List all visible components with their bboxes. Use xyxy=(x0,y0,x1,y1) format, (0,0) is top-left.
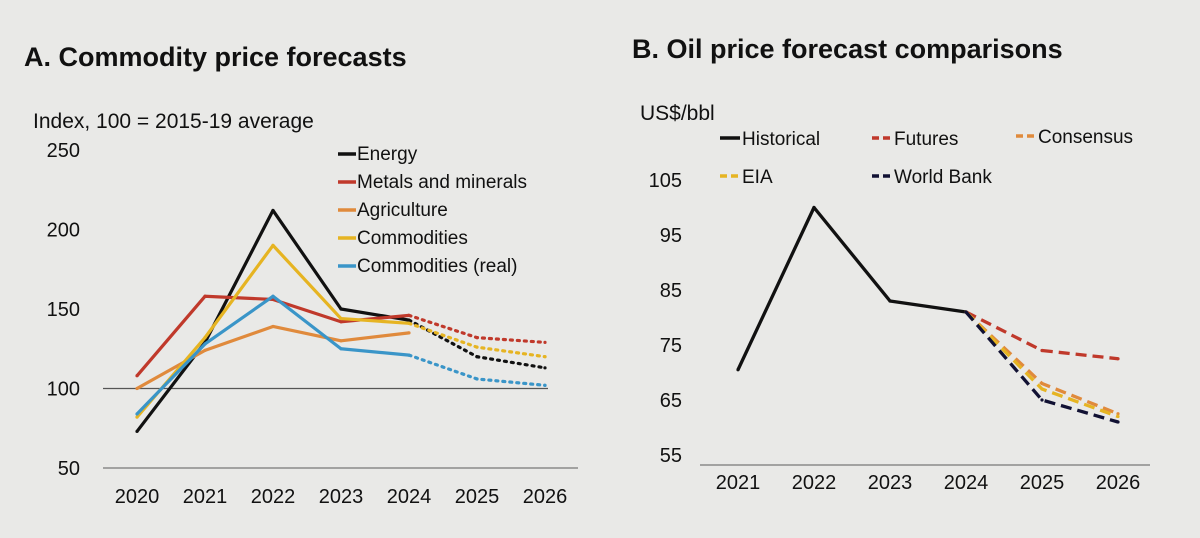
panel-b-x-tick-label: 2021 xyxy=(716,472,761,494)
panel-a: A. Commodity price forecasts Index, 100 … xyxy=(24,42,578,508)
panel-a-point-commodities xyxy=(407,321,411,325)
panel-a-y-axis-label: Index, 100 = 2015-19 average xyxy=(33,110,314,133)
panel-b-legend-label: World Bank xyxy=(894,167,992,188)
panel-b-y-tick-label: 55 xyxy=(660,445,682,467)
panel-b: B. Oil price forecast comparisons US$/bb… xyxy=(632,34,1150,494)
panel-a-point-commodities xyxy=(203,336,207,340)
panel-a-point-agriculture xyxy=(203,348,207,352)
panel-a-x-tick-label: 2022 xyxy=(251,486,296,508)
panel-a-legend-label: Metals and minerals xyxy=(357,172,527,193)
panel-a-point-agriculture xyxy=(407,331,411,335)
panel-a-point-commodities-real xyxy=(339,347,343,351)
panel-b-y-axis-label: US$/bbl xyxy=(640,102,715,125)
panel-a-point-metals-and-minerals xyxy=(475,336,479,340)
panel-b-x-tick-label: 2023 xyxy=(868,472,913,494)
panel-b-y-tick-label: 85 xyxy=(660,280,682,302)
panel-b-point-historical xyxy=(888,299,892,303)
panel-a-point-commodities xyxy=(135,415,139,419)
panel-b-point-eia xyxy=(1040,387,1044,391)
panel-a-point-energy xyxy=(339,307,343,311)
panel-b-legend-label: EIA xyxy=(742,167,773,188)
panel-b-point-consensus xyxy=(1040,381,1044,386)
panel-a-point-agriculture xyxy=(339,339,343,343)
panel-b-line-historical xyxy=(736,205,967,371)
panel-a-x-tick-label: 2025 xyxy=(455,486,500,508)
panel-b-point-historical xyxy=(736,368,740,372)
panel-a-point-metals-and-minerals xyxy=(543,340,547,344)
panel-a-point-commodities xyxy=(475,345,479,349)
panel-b-y-tick-label: 75 xyxy=(660,335,682,357)
panel-a-point-energy xyxy=(475,355,479,359)
panel-b-legend-label: Futures xyxy=(894,129,958,150)
panel-b-y-tick-label: 95 xyxy=(660,225,682,247)
panel-b-title: B. Oil price forecast comparisons xyxy=(632,34,1063,64)
panel-b-y-tick-label: 105 xyxy=(649,170,682,192)
panel-b-legend-label: Historical xyxy=(742,129,820,150)
panel-b-point-world-bank xyxy=(1040,398,1044,402)
panel-a-point-agriculture xyxy=(135,386,139,391)
panel-a-point-commodities-real xyxy=(203,342,207,346)
panel-a-point-commodities xyxy=(271,243,275,247)
panel-a-point-commodities-real xyxy=(271,294,275,298)
panel-a-x-tick-label: 2021 xyxy=(183,486,228,508)
panel-a-legend-label: Commodities (real) xyxy=(357,256,517,277)
panel-a-point-metals-and-minerals xyxy=(135,374,139,378)
panel-a-y-tick-label: 50 xyxy=(58,458,80,480)
panel-a-x-tick-label: 2024 xyxy=(387,486,432,508)
panel-a-x-tick-label: 2020 xyxy=(115,486,160,508)
panel-a-point-commodities-real xyxy=(407,353,411,357)
panel-b-x-tick-label: 2024 xyxy=(944,472,989,494)
panel-b-line-world-bank xyxy=(964,310,1119,424)
panel-a-title: A. Commodity price forecasts xyxy=(24,42,407,72)
panel-a-point-commodities-real xyxy=(135,412,139,416)
panel-a-point-commodities xyxy=(339,316,343,321)
panel-b-y-tick-label: 65 xyxy=(660,390,682,412)
panel-b-x-tick-label: 2022 xyxy=(792,472,837,494)
panel-a-point-metals-and-minerals xyxy=(339,320,343,324)
panel-a-x-tick-label: 2026 xyxy=(523,486,568,508)
panel-b-legend-label: Consensus xyxy=(1038,127,1133,148)
panel-a-point-energy xyxy=(135,429,139,434)
panel-b-point-world-bank xyxy=(1116,420,1120,424)
panel-a-point-energy xyxy=(543,366,547,370)
panel-a-y-tick-label: 150 xyxy=(47,299,80,321)
panel-b-point-historical xyxy=(812,205,816,210)
panel-a-legend-label: Agriculture xyxy=(357,200,448,221)
panel-a-y-tick-label: 100 xyxy=(47,379,80,401)
panel-b-point-world-bank xyxy=(964,310,968,314)
panel-a-point-commodities-real xyxy=(475,377,479,381)
panel-a-point-agriculture xyxy=(271,324,275,329)
panel-a-point-energy xyxy=(407,318,411,322)
panel-a-point-metals-and-minerals xyxy=(407,313,411,317)
panel-a-legend-label: Commodities xyxy=(357,228,468,249)
panel-a-y-tick-label: 200 xyxy=(47,220,80,242)
panel-b-point-futures xyxy=(1040,348,1044,353)
panel-a-point-energy xyxy=(271,208,275,213)
panel-a-y-tick-label: 250 xyxy=(47,140,80,162)
panel-a-point-commodities xyxy=(543,355,547,359)
panel-b-point-eia xyxy=(1116,414,1120,419)
panel-b-point-futures xyxy=(1116,357,1120,361)
panel-b-x-tick-label: 2026 xyxy=(1096,472,1141,494)
panel-b-x-tick-label: 2025 xyxy=(1020,472,1065,494)
panel-a-point-commodities-real xyxy=(543,383,547,387)
panel-a-forecast-line-commodities-real xyxy=(407,353,547,387)
panel-a-x-tick-label: 2023 xyxy=(319,486,364,508)
panel-a-legend-label: Energy xyxy=(357,144,418,165)
panel-a-point-metals-and-minerals xyxy=(203,294,207,298)
